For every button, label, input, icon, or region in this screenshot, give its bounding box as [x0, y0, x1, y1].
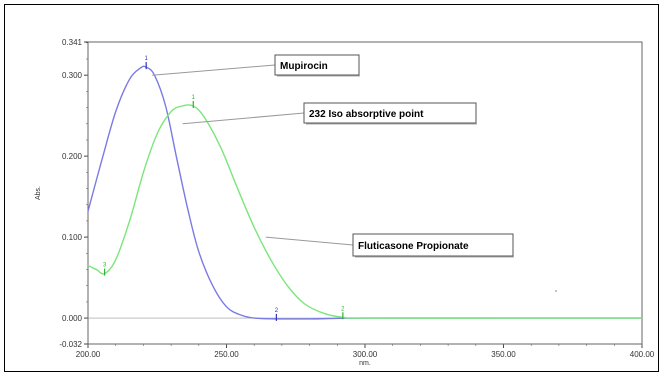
x-tick-label: 400.00 [630, 350, 655, 359]
peak-marker-label: 3 [103, 263, 107, 269]
y-tick-label: -0.032 [59, 340, 82, 349]
x-axis-label: nm. [359, 360, 371, 367]
peak-marker-label: 2 [275, 308, 279, 314]
y-tick-label: 0.200 [62, 152, 83, 161]
series-line-fluticasone-propionate [87, 104, 642, 319]
annotation-leader-line [152, 64, 276, 76]
annotation-label: Mupirocin [280, 61, 328, 72]
annotation-label: Fluticasone Propionate [358, 241, 469, 252]
x-tick-label: 300.00 [353, 350, 378, 359]
x-tick-label: 350.00 [491, 350, 516, 359]
annotation-box [352, 233, 514, 257]
y-tick-label: 0.000 [62, 314, 83, 323]
series-line-mupirocin [87, 65, 642, 320]
x-tick-label: 200.00 [76, 350, 101, 359]
y-tick-label: 0.300 [62, 71, 83, 80]
annotation-leader-line [265, 236, 354, 246]
x-tick-label: 250.00 [214, 350, 239, 359]
y-tick-label: 0.341 [62, 38, 83, 47]
y-tick-label: 0.100 [62, 233, 83, 242]
annotation-leader-line [182, 112, 305, 125]
peak-marker-label: 1 [192, 95, 196, 101]
y-axis-label: Abs. [35, 186, 42, 200]
peak-marker-label: 2 [341, 306, 345, 312]
annotation-label: 232 Iso absorptive point [309, 109, 424, 120]
plot-area-border [87, 41, 643, 345]
annotation-box [274, 54, 360, 76]
annotation-box [303, 102, 477, 124]
peak-marker-label: 1 [144, 56, 148, 62]
stray-dot [555, 290, 557, 292]
